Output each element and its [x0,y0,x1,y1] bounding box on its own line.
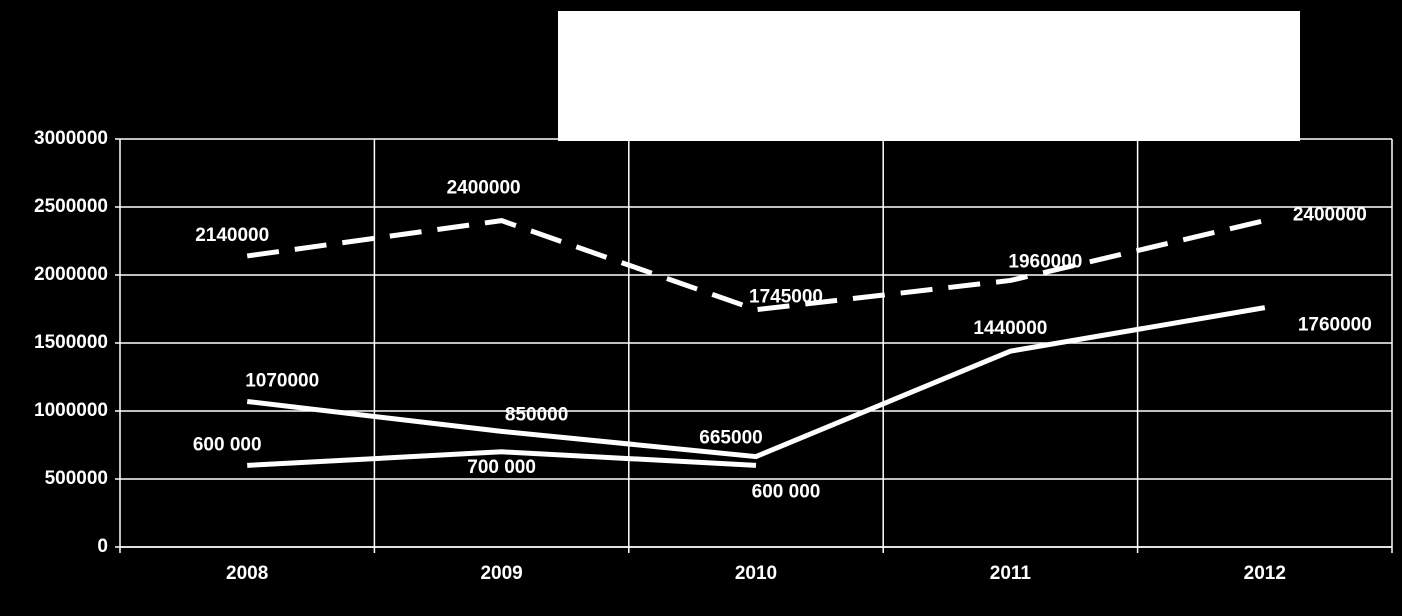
y-tick-label: 2500000 [34,196,108,217]
data-label: 1760000 [1298,315,1372,336]
data-label: 1070000 [245,370,319,391]
data-label: 2400000 [1293,205,1367,226]
data-label: 600 000 [752,481,821,502]
y-tick-label: 1500000 [34,332,108,353]
series-line [246,218,1266,313]
x-tick-label: 2010 [735,563,777,584]
data-label: 2400000 [447,178,521,199]
y-tick-label: 2000000 [34,264,108,285]
data-label: 2140000 [195,225,269,246]
y-tick-label: 500000 [45,468,108,489]
y-tick-label: 3000000 [34,128,108,149]
data-label: 1745000 [749,287,823,308]
series-line [247,449,757,468]
data-label: 1440000 [973,318,1047,339]
data-label: 1960000 [1008,251,1082,272]
x-tick-label: 2011 [990,563,1032,584]
y-tick-label: 0 [97,536,108,557]
series-line [246,305,1266,460]
data-label: 600 000 [193,434,262,455]
y-tick-label: 1000000 [34,400,108,421]
data-label: 700 000 [467,457,536,478]
data-label: 665000 [699,428,762,449]
x-tick-label: 2012 [1244,563,1286,584]
legend-box [558,11,1300,141]
data-label: 850000 [505,404,568,425]
x-tick-label: 2008 [226,563,268,584]
x-tick-label: 2009 [480,563,522,584]
